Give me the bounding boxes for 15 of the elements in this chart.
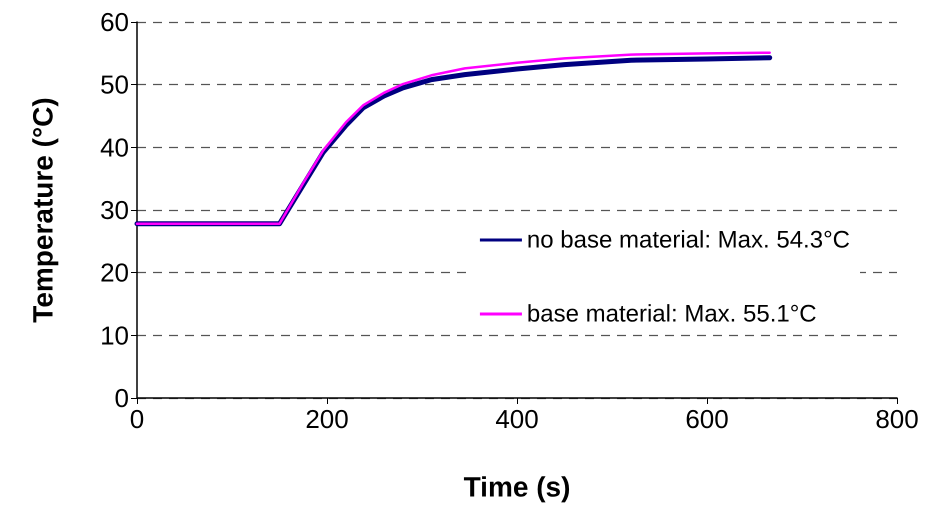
x-axis-title: Time (s) — [464, 472, 570, 502]
y-tick-label: 40 — [100, 132, 129, 162]
y-tick-label: 50 — [100, 70, 129, 100]
x-tick-label: 800 — [875, 404, 919, 434]
y-tick-label: 0 — [114, 383, 129, 413]
x-tick-label: 600 — [685, 404, 729, 434]
x-tick-label: 200 — [305, 404, 349, 434]
x-tick-label: 400 — [495, 404, 539, 434]
y-tick-label: 30 — [100, 195, 129, 225]
y-tick-label: 60 — [100, 7, 129, 37]
y-axis-title: Temperature (°C) — [28, 97, 58, 323]
legend-label: base material: Max. 55.1°C — [526, 300, 817, 328]
legend-label: no base material: Max. 54.3°C — [526, 226, 850, 254]
y-tick-label: 10 — [100, 320, 129, 350]
y-tick-label: 20 — [100, 258, 129, 288]
